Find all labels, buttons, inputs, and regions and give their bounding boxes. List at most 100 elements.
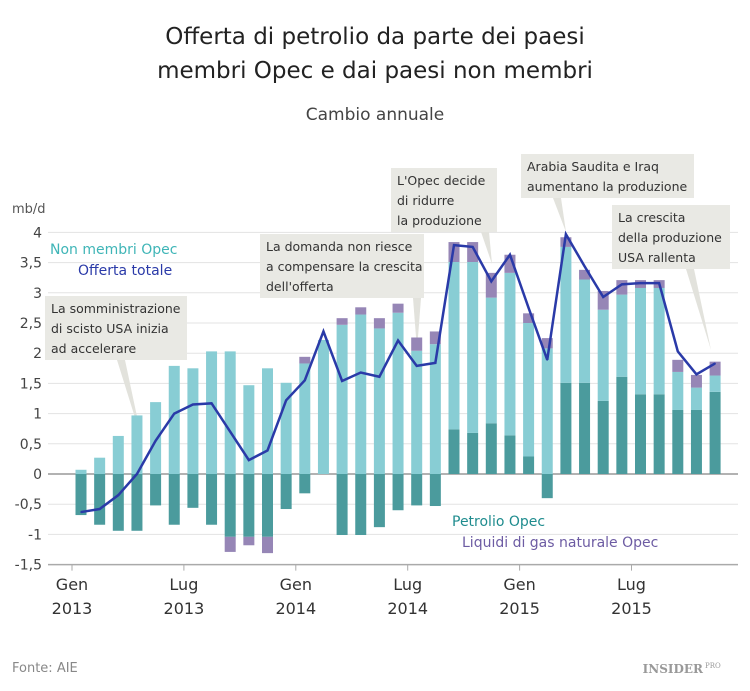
bar-opec-ngl <box>355 307 367 315</box>
bar-opec-oil <box>709 391 721 474</box>
annotation-text: La somministrazione <box>51 301 181 316</box>
y-tick-label: -0,5 <box>15 497 42 513</box>
y-tick-label: 2,5 <box>20 316 42 332</box>
bar-opec-ngl <box>224 536 236 552</box>
bar-opec-ngl <box>523 313 535 323</box>
line-point <box>602 296 604 298</box>
bar-opec-ngl <box>299 356 311 364</box>
bar-non-opec <box>467 261 479 433</box>
bar-non-opec <box>635 287 646 395</box>
bar-opec-ngl <box>373 318 385 329</box>
line-point <box>658 282 660 284</box>
x-tick-month: Lug <box>393 575 422 594</box>
x-tick-year: 2013 <box>164 599 205 618</box>
annotation: L'Opec decide di ridurre la produzione <box>391 168 497 264</box>
bar-opec-oil <box>336 474 348 536</box>
bar-opec-oil <box>653 394 665 474</box>
bar-opec-oil <box>523 456 535 474</box>
bar-non-opec <box>317 339 329 474</box>
x-tick-month: Lug <box>169 575 198 594</box>
bar-opec-ngl <box>411 337 423 351</box>
bar-non-opec <box>597 309 609 401</box>
bar-opec-oil <box>504 435 516 474</box>
y-tick-label: 1 <box>33 407 42 423</box>
annotation-box <box>391 168 497 232</box>
bar-non-opec <box>131 415 143 474</box>
bar-opec-oil <box>448 429 460 474</box>
annotation-pointer <box>686 269 711 350</box>
line-point <box>266 449 269 452</box>
bar-opec-oil <box>94 474 106 525</box>
bar-opec-oil <box>280 474 292 510</box>
bar-non-opec <box>150 402 162 474</box>
line-point <box>397 339 399 342</box>
annotation: La somministrazione di scisto USA inizia a… <box>45 296 187 440</box>
insider-pro-logo: INSIDER PRO <box>643 662 721 676</box>
line-point <box>695 373 698 376</box>
bar-non-opec <box>709 375 721 392</box>
bar-non-opec <box>653 287 665 395</box>
bar-opec-oil <box>672 409 684 474</box>
bar-opec-oil <box>635 394 646 474</box>
annotation-box <box>521 154 694 198</box>
x-tick-month: Gen <box>503 575 535 594</box>
bar-opec-oil <box>690 409 702 474</box>
line-point <box>621 283 623 286</box>
bar-opec-ngl <box>392 303 404 313</box>
line-point <box>378 375 381 378</box>
y-tick-label: -1,5 <box>15 558 42 574</box>
line-point <box>136 473 138 475</box>
logo-sup: PRO <box>705 662 721 670</box>
line-point <box>322 330 325 333</box>
bar-opec-oil <box>616 376 628 474</box>
line-point <box>565 233 567 236</box>
bar-opec-ngl <box>541 338 553 349</box>
bar-opec-oil <box>373 474 385 528</box>
bar-opec-oil <box>131 474 143 531</box>
line-point <box>714 362 716 365</box>
bar-opec-oil <box>168 474 180 525</box>
line-point <box>341 380 343 382</box>
bar-opec-ngl <box>504 254 516 273</box>
x-tick-year: 2014 <box>387 599 428 618</box>
bar-opec-ngl <box>467 242 479 262</box>
bar-opec-ngl <box>616 280 628 295</box>
line-point <box>509 253 511 256</box>
annotation-box <box>45 296 187 360</box>
bar-opec-ngl <box>690 374 702 388</box>
line-point <box>415 365 418 367</box>
line-point <box>304 379 306 382</box>
annotation-text: a compensare la crescita <box>266 259 423 274</box>
logo-text: INSIDER <box>643 662 704 676</box>
annotation-pointer <box>413 298 421 350</box>
bar-non-opec <box>75 469 87 474</box>
y-tick-label: 0,5 <box>20 437 42 453</box>
annotation-text: la produzione <box>397 213 482 228</box>
bar-opec-ngl <box>672 359 684 372</box>
bar-non-opec <box>94 457 106 474</box>
bar-opec-oil <box>187 474 199 508</box>
line-point <box>359 371 362 374</box>
annotation-pointer <box>481 232 492 264</box>
annotation-text: La crescita <box>618 210 685 225</box>
y-tick-label: 1,5 <box>20 376 42 392</box>
bar-opec-oil <box>411 474 423 506</box>
bar-non-opec <box>206 351 218 474</box>
bar-opec-ngl <box>429 331 441 345</box>
bar-non-opec <box>336 324 348 474</box>
line-point <box>639 282 642 284</box>
line-point <box>154 439 157 442</box>
line-point <box>229 430 231 433</box>
annotation-text: Arabia Saudita e Iraq <box>527 159 659 174</box>
bar-non-opec <box>541 348 553 474</box>
annotation-text: dell'offerta <box>266 279 334 294</box>
annotation-text: La domanda non riesce <box>266 239 413 254</box>
y-tick-label: 3,5 <box>20 256 42 272</box>
x-tick-month: Gen <box>56 575 88 594</box>
annotation-text: USA rallenta <box>618 250 696 265</box>
bar-opec-oil <box>467 432 479 474</box>
line-point <box>285 399 287 402</box>
bar-opec-oil <box>560 382 572 474</box>
chart-title-line-1: Offerta di petrolio da parte dei paesi <box>165 24 585 50</box>
